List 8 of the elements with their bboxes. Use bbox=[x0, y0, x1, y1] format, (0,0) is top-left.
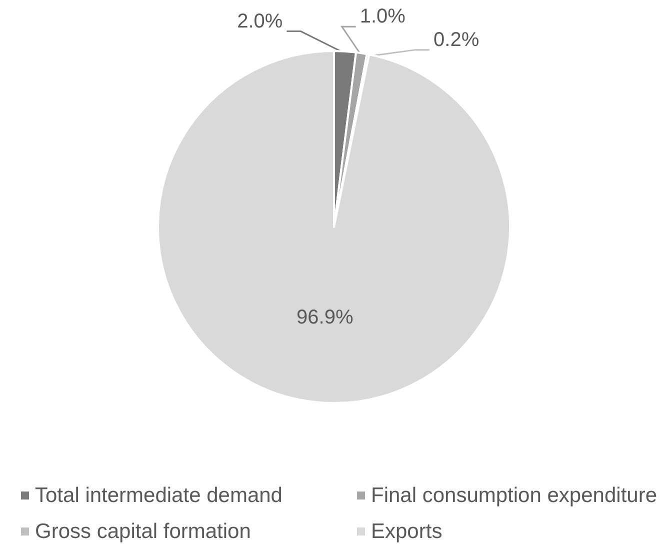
data-label: 0.2% bbox=[434, 28, 480, 51]
data-label: 96.9% bbox=[296, 306, 354, 329]
data-label: 1.0% bbox=[360, 6, 406, 28]
legend-label: Final consumption expenditure bbox=[371, 484, 658, 507]
legend-label: Exports bbox=[371, 520, 442, 543]
legend-label: Total intermediate demand bbox=[35, 484, 282, 507]
data-label: 2.0% bbox=[237, 10, 283, 32]
legend-label: Gross capital formation bbox=[35, 520, 251, 543]
